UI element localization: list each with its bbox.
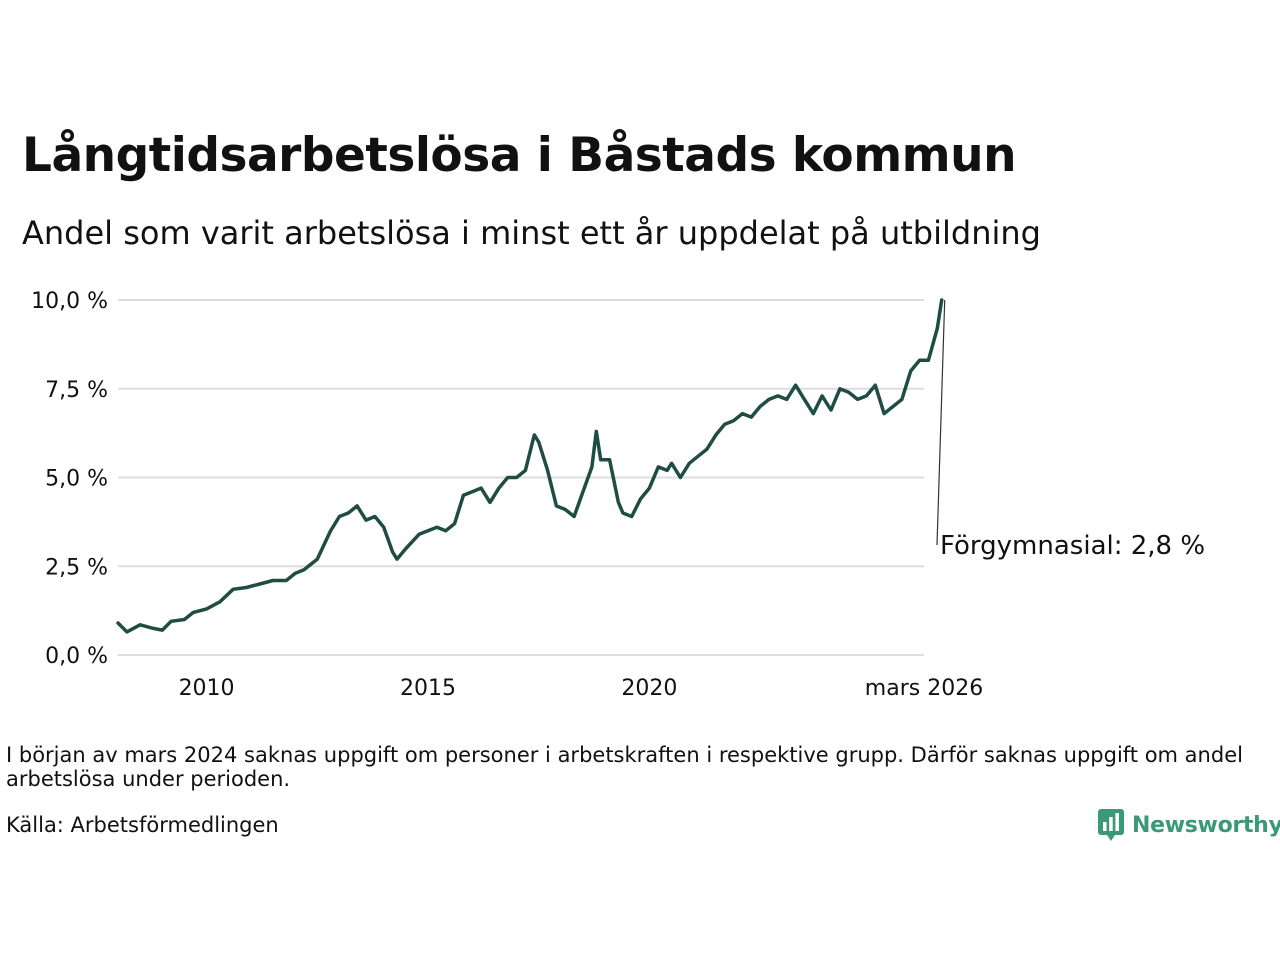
- y-tick-label: 7,5 %: [45, 378, 108, 403]
- series-lines: [116, 298, 944, 634]
- y-tick-label: 2,5 %: [45, 555, 108, 580]
- y-axis-ticks: 0,0 % 2,5 % 5,0 % 7,5 % 10,0 %: [31, 289, 108, 669]
- end-labels: Förgymnasial: 2,8 %: [936, 299, 1205, 561]
- y-tick-label: 10,0 %: [31, 289, 108, 314]
- series-end-label: Förgymnasial: 2,8 %: [940, 531, 1205, 561]
- grid-lines: [118, 299, 924, 656]
- x-tick-label: 2010: [179, 676, 235, 701]
- source-text: Källa: Arbetsförmedlingen: [6, 813, 279, 837]
- y-tick-label: 5,0 %: [45, 467, 108, 492]
- x-axis-ticks: 2010 2015 2020 mars 2026: [179, 676, 984, 701]
- chart-title: Långtidsarbetslösa i Båstads kommun: [22, 128, 1017, 183]
- label-leader-line: [936, 299, 946, 546]
- footnote: I början av mars 2024 saknas uppgift om …: [6, 743, 1243, 791]
- bar-chart-icon: [1098, 809, 1124, 841]
- newsworthy-logo: Newsworthy: [1098, 808, 1280, 842]
- x-tick-label: 2020: [621, 676, 677, 701]
- brand-name: Newsworthy: [1132, 812, 1280, 838]
- series-line: [116, 298, 944, 634]
- y-tick-label: 0,0 %: [45, 644, 108, 669]
- x-tick-label: mars 2026: [865, 676, 983, 701]
- line-chart: 0,0 % 2,5 % 5,0 % 7,5 % 10,0 % 2010 2015 2020 m…: [31, 289, 1205, 701]
- chart-subtitle: Andel som varit arbetslösa i minst ett å…: [22, 214, 1041, 252]
- x-tick-label: 2015: [400, 676, 456, 701]
